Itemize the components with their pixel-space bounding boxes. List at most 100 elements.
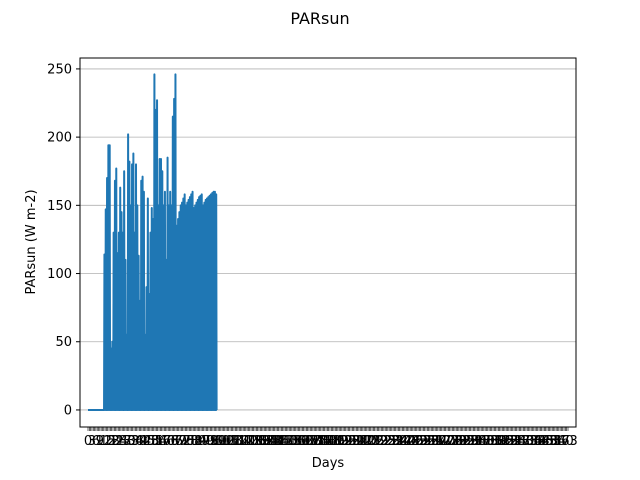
x-tick-label: 180 xyxy=(312,434,337,449)
x-tick-label: 6 xyxy=(92,434,100,449)
x-tick-label: 153 xyxy=(277,434,302,449)
x-tick-label: 357 xyxy=(545,434,570,449)
x-tick-label: 36 xyxy=(127,434,144,449)
x-tick-label: 321 xyxy=(498,434,523,449)
x-tick-label: 186 xyxy=(320,434,345,449)
x-tick-label: 213 xyxy=(356,434,381,449)
x-tick-label: 12 xyxy=(96,434,113,449)
x-tick-label: 60 xyxy=(159,434,176,449)
x-tick-label: 285 xyxy=(450,434,475,449)
x-tick-label: 192 xyxy=(328,434,353,449)
x-tick-label: 351 xyxy=(537,434,562,449)
x-tick-label: 207 xyxy=(348,434,373,449)
x-tick-label: 309 xyxy=(482,434,507,449)
x-tick-label: 324 xyxy=(502,434,527,449)
y-tick-label-150: 150 xyxy=(47,199,72,214)
y-tick-label-50: 50 xyxy=(55,335,72,350)
y-tick-label-0: 0 xyxy=(64,403,72,418)
x-tick-label: 24 xyxy=(111,434,128,449)
x-tick-label: 147 xyxy=(269,434,294,449)
x-tick-label: 264 xyxy=(423,434,448,449)
x-tick-label: 159 xyxy=(285,434,310,449)
x-tick-label: 243 xyxy=(395,434,420,449)
x-tick-label: 297 xyxy=(466,434,491,449)
x-tick-label: 93 xyxy=(202,434,219,449)
x-tick-label: 96 xyxy=(206,434,223,449)
x-tick-label: 195 xyxy=(332,434,357,449)
x-tick-label: 228 xyxy=(375,434,400,449)
x-tick-label: 42 xyxy=(135,434,152,449)
x-tick-label: 294 xyxy=(462,434,487,449)
y-tick-label-100: 100 xyxy=(47,267,72,282)
x-tick-label: 237 xyxy=(387,434,412,449)
x-tick-label: 27 xyxy=(115,434,132,449)
x-tick-label: 234 xyxy=(383,434,408,449)
x-tick-label: 345 xyxy=(529,434,554,449)
x-tick-label: 318 xyxy=(494,434,519,449)
x-tick-label: 348 xyxy=(533,434,558,449)
series-parsun xyxy=(88,73,218,411)
x-tick-label: 90 xyxy=(198,434,215,449)
x-axis: 0369121518212427303336394245485154576063… xyxy=(84,427,578,449)
x-tick-label: 291 xyxy=(458,434,483,449)
x-tick-label: 0 xyxy=(84,434,92,449)
x-tick-label: 150 xyxy=(273,434,298,449)
x-tick-label: 363 xyxy=(553,434,578,449)
x-tick-label: 63 xyxy=(163,434,180,449)
x-tick-label: 312 xyxy=(486,434,511,449)
x-tick-label: 177 xyxy=(308,434,333,449)
x-tick-label: 306 xyxy=(478,434,503,449)
x-tick-label: 342 xyxy=(525,434,550,449)
series-line-parsun xyxy=(88,73,218,411)
x-tick-label: 105 xyxy=(214,434,239,449)
x-tick-label: 21 xyxy=(107,434,124,449)
x-tick-label: 99 xyxy=(210,434,227,449)
x-tick-label: 219 xyxy=(364,434,389,449)
x-tick-label: 117 xyxy=(229,434,254,449)
x-tick-label: 120 xyxy=(233,434,258,449)
x-tick-label: 102 xyxy=(210,434,235,449)
x-tick-label: 303 xyxy=(474,434,499,449)
x-tick-label: 216 xyxy=(360,434,385,449)
x-tick-label: 201 xyxy=(340,434,365,449)
x-tick-label: 330 xyxy=(510,434,535,449)
x-tick-label: 66 xyxy=(167,434,184,449)
x-tick-label: 300 xyxy=(470,434,495,449)
x-tick-label: 69 xyxy=(170,434,187,449)
x-tick-label: 336 xyxy=(517,434,542,449)
x-tick-label: 51 xyxy=(147,434,164,449)
x-tick-label: 81 xyxy=(186,434,203,449)
x-tick-label: 18 xyxy=(103,434,120,449)
x-tick-label: 225 xyxy=(371,434,396,449)
x-tick-label: 360 xyxy=(549,434,574,449)
x-tick-label: 78 xyxy=(182,434,199,449)
x-tick-label: 246 xyxy=(399,434,424,449)
x-tick-label: 276 xyxy=(439,434,464,449)
x-tick-label: 231 xyxy=(379,434,404,449)
x-tick-label: 87 xyxy=(194,434,211,449)
x-tick-label: 9 xyxy=(96,434,104,449)
y-tick-label-250: 250 xyxy=(47,62,72,77)
x-tick-label: 189 xyxy=(324,434,349,449)
x-tick-label: 354 xyxy=(541,434,566,449)
x-tick-label: 339 xyxy=(521,434,546,449)
x-tick-label: 144 xyxy=(265,434,290,449)
x-tick-label: 252 xyxy=(407,434,432,449)
x-tick-label: 111 xyxy=(222,434,247,449)
x-tick-label: 288 xyxy=(454,434,479,449)
chart-title: PARsun xyxy=(290,9,349,28)
x-axis-label: Days xyxy=(312,456,345,471)
x-tick-label: 255 xyxy=(411,434,436,449)
x-tick-label: 33 xyxy=(123,434,140,449)
x-tick-label: 273 xyxy=(435,434,460,449)
x-tick-label: 261 xyxy=(419,434,444,449)
x-tick-label: 84 xyxy=(190,434,207,449)
x-tick-label: 75 xyxy=(178,434,195,449)
x-tick-label: 240 xyxy=(391,434,416,449)
x-tick-label: 72 xyxy=(174,434,191,449)
x-tick-label: 249 xyxy=(403,434,428,449)
x-tick-label: 57 xyxy=(155,434,172,449)
x-tick-label: 270 xyxy=(431,434,456,449)
x-tick-label: 15 xyxy=(99,434,116,449)
